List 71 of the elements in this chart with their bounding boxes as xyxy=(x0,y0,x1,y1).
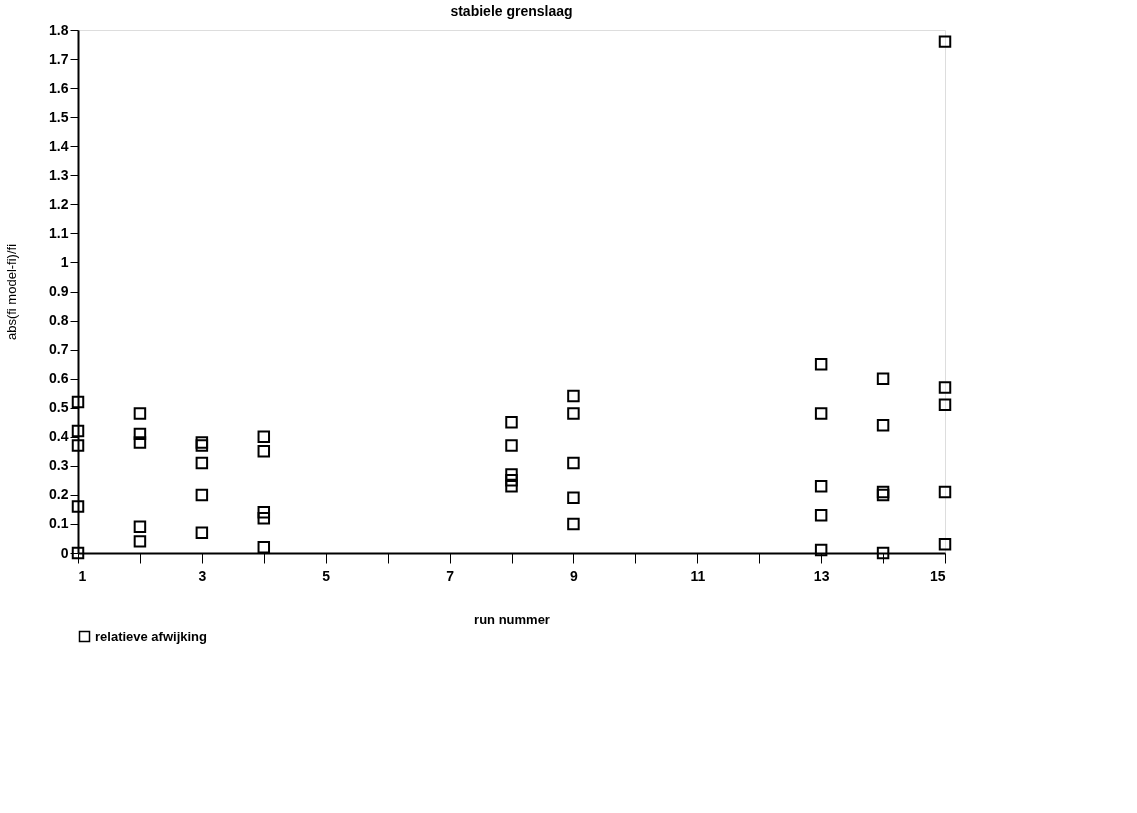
x-tick-label: 11 xyxy=(690,567,706,584)
point xyxy=(257,506,271,519)
point xyxy=(71,424,85,438)
point xyxy=(133,407,147,420)
y-tick-label: 0.2 xyxy=(49,486,69,503)
x-tick-label: 9 xyxy=(570,567,579,584)
point xyxy=(257,445,271,458)
point xyxy=(257,540,271,554)
point xyxy=(567,517,580,531)
point xyxy=(195,456,209,470)
point xyxy=(938,35,952,48)
point xyxy=(257,430,271,444)
point xyxy=(567,407,580,420)
x-tick-label: 7 xyxy=(446,567,455,584)
point xyxy=(133,535,147,548)
point xyxy=(938,538,952,551)
point xyxy=(814,357,828,371)
point xyxy=(195,488,209,502)
x-axis-title: run nummer xyxy=(474,611,550,627)
point xyxy=(814,479,828,493)
x-tick-label: 13 xyxy=(813,567,830,584)
point xyxy=(505,474,518,487)
y-tick-label: 0.4 xyxy=(49,428,69,445)
point xyxy=(567,456,580,470)
y-tick-label: 0.7 xyxy=(49,341,69,358)
point xyxy=(814,543,828,557)
point xyxy=(814,508,828,522)
point xyxy=(71,395,85,409)
point xyxy=(133,520,147,534)
y-tick-label: 0.6 xyxy=(49,370,69,387)
point xyxy=(876,418,890,432)
point xyxy=(133,436,147,449)
y-tick-label: 0.3 xyxy=(49,457,69,474)
point xyxy=(505,479,518,493)
y-tick-label: 1.2 xyxy=(49,195,69,212)
x-tick-label: 1 xyxy=(78,567,87,584)
y-tick-label: 1.1 xyxy=(49,224,69,241)
y-tick-label: 1.3 xyxy=(49,166,69,183)
y-tick-label: 1.7 xyxy=(49,50,69,67)
x-tick-label: 15 xyxy=(929,567,946,584)
y-tick-label: 1.4 xyxy=(49,137,69,154)
point xyxy=(876,372,890,385)
x-tick-label: 3 xyxy=(198,567,207,584)
y-tick-label: 1.8 xyxy=(49,21,69,38)
point xyxy=(567,389,580,403)
y-tick-label: 0 xyxy=(60,544,69,561)
y-axis-title: abs(fi model-fi)/fi xyxy=(4,243,20,341)
point xyxy=(133,427,147,441)
x-tick-label: 5 xyxy=(322,567,331,584)
point xyxy=(938,381,952,394)
point xyxy=(71,500,85,513)
y-tick-label: 1 xyxy=(60,253,69,270)
point xyxy=(938,485,952,499)
point xyxy=(195,526,209,539)
point xyxy=(814,407,828,420)
point xyxy=(567,491,580,505)
y-tick-label: 1.6 xyxy=(49,79,69,96)
point xyxy=(505,439,518,452)
point xyxy=(938,398,952,412)
y-tick-label: 0.5 xyxy=(49,399,69,416)
chart-title: stabiele grenslaag xyxy=(450,3,573,19)
y-tick-label: 0.8 xyxy=(49,312,69,329)
legend-label: relatieve afwijking xyxy=(95,628,208,644)
y-tick-label: 0.9 xyxy=(49,283,69,299)
point xyxy=(505,416,518,429)
y-tick-label: 1.5 xyxy=(49,108,69,125)
point xyxy=(876,546,890,560)
y-tick-label: 0.1 xyxy=(49,515,69,532)
point xyxy=(257,511,271,525)
point xyxy=(71,439,85,452)
point xyxy=(505,468,518,481)
